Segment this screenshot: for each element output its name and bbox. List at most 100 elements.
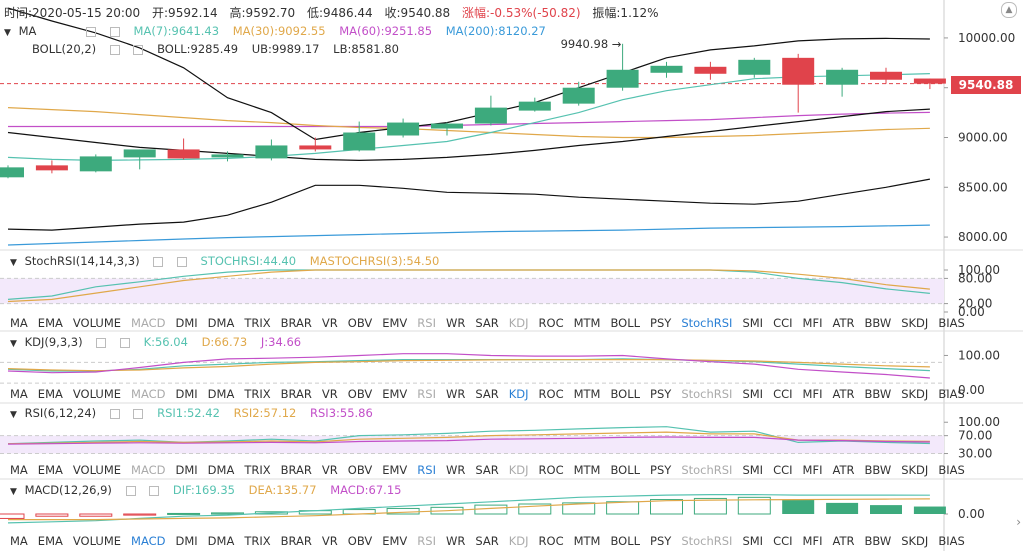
tab-trix[interactable]: TRIX [244,534,271,548]
tab-stochrsi[interactable]: StochRSI [681,463,733,477]
tab-mfi[interactable]: MFI [802,534,823,548]
tab-macd[interactable]: MACD [131,534,166,548]
tab-atr[interactable]: ATR [832,387,855,401]
tab-mtm[interactable]: MTM [573,316,601,330]
tab-ema[interactable]: EMA [37,463,63,477]
tab-roc[interactable]: ROC [538,534,564,548]
tab-roc[interactable]: ROC [538,316,564,330]
scroll-up-icon[interactable]: ▲ [1001,2,1017,18]
tab-kdj[interactable]: KDJ [508,534,529,548]
tab-psy[interactable]: PSY [650,463,672,477]
tab-cci[interactable]: CCI [773,534,793,548]
tab-obv[interactable]: OBV [347,387,373,401]
tab-dmi[interactable]: DMI [175,387,198,401]
tab-dmi[interactable]: DMI [175,463,198,477]
tab-trix[interactable]: TRIX [244,463,271,477]
tab-mtm[interactable]: MTM [573,534,601,548]
collapse-chevron-icon[interactable]: ▼ [4,28,11,38]
tab-stochrsi[interactable]: StochRSI [681,316,733,330]
tab-sar[interactable]: SAR [475,463,499,477]
tab-mfi[interactable]: MFI [802,316,823,330]
tab-wr[interactable]: WR [445,387,466,401]
tab-brar[interactable]: BRAR [280,463,312,477]
tab-bbw[interactable]: BBW [864,316,892,330]
tab-boll[interactable]: BOLL [610,387,641,401]
tab-smi[interactable]: SMI [742,534,764,548]
close-icon[interactable] [133,44,144,55]
settings-icon[interactable] [109,408,120,419]
tab-skdj[interactable]: SKDJ [901,534,929,548]
tab-vr[interactable]: VR [321,534,338,548]
tab-ema[interactable]: EMA [37,387,63,401]
settings-icon[interactable] [125,485,136,496]
tab-emv[interactable]: EMV [382,463,408,477]
tab-smi[interactable]: SMI [742,387,764,401]
tab-bbw[interactable]: BBW [864,534,892,548]
tab-atr[interactable]: ATR [832,463,855,477]
tab-sar[interactable]: SAR [475,534,499,548]
tab-brar[interactable]: BRAR [280,387,312,401]
tab-ma[interactable]: MA [10,316,28,330]
tab-sar[interactable]: SAR [475,387,499,401]
tab-bbw[interactable]: BBW [864,463,892,477]
close-icon[interactable] [149,485,160,496]
tab-ema[interactable]: EMA [37,316,63,330]
tab-dma[interactable]: DMA [207,316,235,330]
tab-volume[interactable]: VOLUME [72,463,122,477]
tab-rsi[interactable]: RSI [417,316,436,330]
tab-psy[interactable]: PSY [650,387,672,401]
tab-volume[interactable]: VOLUME [72,387,122,401]
collapse-chevron-icon[interactable]: ▼ [10,339,17,349]
tab-kdj[interactable]: KDJ [508,316,529,330]
tab-stochrsi[interactable]: StochRSI [681,387,733,401]
tab-bias[interactable]: BIAS [938,463,965,477]
tab-boll[interactable]: BOLL [610,316,641,330]
tab-mfi[interactable]: MFI [802,463,823,477]
tab-emv[interactable]: EMV [382,534,408,548]
tab-obv[interactable]: OBV [347,316,373,330]
tab-macd[interactable]: MACD [131,387,166,401]
tab-mtm[interactable]: MTM [573,387,601,401]
tab-skdj[interactable]: SKDJ [901,316,929,330]
tab-rsi[interactable]: RSI [417,534,436,548]
tab-atr[interactable]: ATR [832,534,855,548]
close-icon[interactable] [176,256,187,267]
tab-obv[interactable]: OBV [347,463,373,477]
tab-bias[interactable]: BIAS [938,316,965,330]
tab-skdj[interactable]: SKDJ [901,463,929,477]
tab-rsi[interactable]: RSI [417,463,436,477]
close-icon[interactable] [109,26,120,37]
tab-roc[interactable]: ROC [538,387,564,401]
tab-mfi[interactable]: MFI [802,387,823,401]
tab-trix[interactable]: TRIX [244,387,271,401]
tab-cci[interactable]: CCI [773,387,793,401]
tab-psy[interactable]: PSY [650,534,672,548]
tab-wr[interactable]: WR [445,534,466,548]
tab-brar[interactable]: BRAR [280,534,312,548]
tab-boll[interactable]: BOLL [610,463,641,477]
tab-dma[interactable]: DMA [207,463,235,477]
tab-dma[interactable]: DMA [207,534,235,548]
tab-cci[interactable]: CCI [773,463,793,477]
tab-dmi[interactable]: DMI [175,534,198,548]
tab-bbw[interactable]: BBW [864,387,892,401]
tab-obv[interactable]: OBV [347,534,373,548]
tab-roc[interactable]: ROC [538,463,564,477]
collapse-chevron-icon[interactable]: ▼ [10,487,17,497]
tab-mtm[interactable]: MTM [573,463,601,477]
scroll-right-icon[interactable]: › [1016,515,1021,529]
tab-dma[interactable]: DMA [207,387,235,401]
tab-macd[interactable]: MACD [131,316,166,330]
tab-smi[interactable]: SMI [742,316,764,330]
tab-ma[interactable]: MA [10,463,28,477]
settings-icon[interactable] [86,26,97,37]
tab-wr[interactable]: WR [445,463,466,477]
tab-wr[interactable]: WR [445,316,466,330]
tab-brar[interactable]: BRAR [280,316,312,330]
tab-vr[interactable]: VR [321,316,338,330]
tab-boll[interactable]: BOLL [610,534,641,548]
tab-kdj[interactable]: KDJ [508,463,529,477]
tab-stochrsi[interactable]: StochRSI [681,534,733,548]
tab-bias[interactable]: BIAS [938,387,965,401]
tab-rsi[interactable]: RSI [417,387,436,401]
